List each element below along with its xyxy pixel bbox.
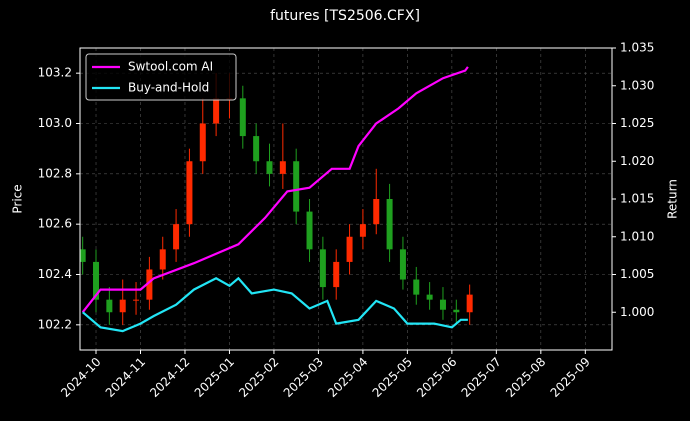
y-tick-label: 102.8	[38, 166, 72, 180]
candle-body	[173, 224, 180, 250]
candle-body	[293, 161, 300, 212]
y2-axis-label: Return	[666, 179, 680, 219]
y-tick-label: 102.4	[38, 267, 72, 281]
y-tick-label: 103.0	[38, 116, 72, 130]
x-tick-label: 2024-12	[147, 355, 192, 400]
x-tick-label: 2025-01	[192, 355, 237, 400]
candle-body	[186, 161, 193, 225]
y-tick-label: 102.2	[38, 317, 72, 331]
return-line	[81, 276, 468, 333]
candle-body	[413, 279, 420, 295]
y-tick-label: 103.2	[38, 66, 72, 80]
x-tick-label: 2025-09	[548, 355, 593, 400]
y2-tick-label: 1.015	[620, 192, 654, 206]
legend-box	[85, 53, 237, 101]
candle-body	[373, 199, 380, 225]
x-tick-label: 2025-04	[325, 355, 370, 400]
y2-tick-label: 1.000	[620, 305, 654, 319]
x-tick-label: 2024-11	[103, 355, 148, 400]
y-axis-label: Price	[11, 184, 25, 213]
y2-tick-label: 1.030	[620, 78, 654, 92]
candle-body	[439, 299, 446, 310]
candle-body	[466, 294, 473, 313]
candle-body	[79, 249, 86, 262]
x-tick-label: 2024-10	[58, 355, 103, 400]
y2-tick-label: 1.025	[620, 116, 654, 130]
candle-body	[213, 98, 220, 124]
candle-body	[386, 199, 393, 250]
candle-body	[199, 123, 206, 162]
candle-body	[119, 299, 126, 313]
candle-body	[146, 269, 153, 300]
candle-body	[306, 211, 313, 250]
candle-body	[426, 294, 433, 300]
y-tick-label: 102.6	[38, 217, 72, 231]
candle-body	[266, 161, 273, 174]
x-tick-label: 2025-02	[236, 355, 281, 400]
candle-body	[346, 236, 353, 262]
candle-body	[253, 136, 260, 162]
candle-body	[359, 224, 366, 237]
candle-body	[333, 261, 340, 288]
x-tick-label: 2025-03	[281, 355, 326, 400]
x-tick-label: 2025-06	[414, 355, 459, 400]
y2-tick-label: 1.005	[620, 267, 654, 281]
candle-body	[239, 98, 246, 137]
return-line	[81, 66, 469, 313]
x-tick-label: 2025-05	[370, 355, 415, 400]
x-tick-label: 2025-07	[459, 355, 504, 400]
candle-body	[453, 309, 460, 313]
candle-body	[133, 299, 140, 301]
candle-body	[106, 299, 113, 313]
legend: Swtool.com AI Buy-and-Hold	[85, 53, 237, 101]
candle-body	[159, 249, 166, 270]
y2-tick-label: 1.035	[620, 41, 654, 55]
legend-label: Swtool.com AI	[128, 60, 213, 74]
candle-body	[319, 249, 326, 288]
chart-title: futures [TS2506.CFX]	[270, 8, 420, 24]
candle-body	[93, 261, 100, 300]
y2-tick-label: 1.010	[620, 229, 654, 243]
candle-body	[399, 249, 406, 280]
candle-body	[279, 161, 286, 174]
y2-tick-label: 1.020	[620, 154, 654, 168]
x-tick-label: 2025-08	[503, 355, 548, 400]
legend-label: Buy-and-Hold	[128, 81, 209, 95]
plot-frame	[79, 47, 613, 351]
